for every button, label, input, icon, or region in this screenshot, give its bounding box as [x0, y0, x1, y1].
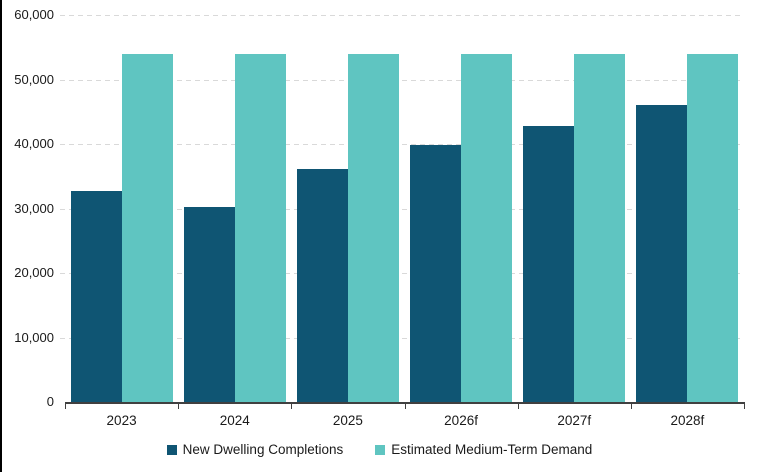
x-tick-label-2024: 2024 — [219, 413, 250, 428]
bar-2028f-series1 — [687, 53, 739, 402]
bar-2028f-series0 — [636, 105, 688, 402]
gridline-30000 — [60, 208, 744, 210]
legend-label: New Dwelling Completions — [182, 442, 344, 457]
y-tick-label: 0 — [46, 394, 54, 409]
axis-tick — [65, 404, 66, 409]
x-tick-label-2023: 2023 — [106, 413, 137, 428]
legend: New Dwelling Completions Estimated Medium… — [2, 442, 757, 457]
y-tick-label: 60,000 — [14, 7, 54, 22]
bar-2026f-series1 — [461, 53, 513, 402]
gridline-10000 — [60, 337, 744, 339]
bar-2023-series1 — [121, 53, 173, 402]
axis-tick — [291, 404, 293, 409]
y-tick-label: 40,000 — [14, 136, 54, 151]
axis-tick — [404, 404, 406, 409]
y-tick-label: 50,000 — [14, 71, 54, 87]
gridline-20000 — [60, 273, 744, 274]
axis-tick — [178, 404, 180, 409]
legend-item-series1: Estimated Medium-Term Demand — [375, 442, 592, 457]
axis-tick — [744, 404, 745, 409]
bar-2026f-series0 — [410, 145, 462, 402]
gridline-60000 — [60, 15, 744, 16]
gridline-50000 — [60, 79, 744, 81]
bar-2024-series1 — [234, 53, 286, 402]
y-tick-label: 20,000 — [14, 265, 54, 280]
bar-2027f-series1 — [574, 53, 626, 402]
bar-2027f-series0 — [523, 125, 575, 402]
axis-tick — [517, 404, 519, 409]
x-tick-label-2026f: 2026f — [444, 413, 478, 428]
y-tick-label: 30,000 — [14, 200, 54, 216]
legend-label: Estimated Medium-Term Demand — [391, 442, 593, 457]
legend-marker-icon — [375, 444, 386, 455]
legend-marker-icon — [166, 444, 177, 455]
y-tick-label: 10,000 — [14, 329, 54, 345]
bar-2024-series0 — [183, 206, 235, 402]
bar-2023-series0 — [70, 191, 122, 402]
x-tick-label-2028f: 2028f — [670, 413, 705, 428]
axis-tick — [630, 404, 632, 409]
x-axis-line — [65, 402, 745, 404]
gridline-40000 — [60, 144, 744, 145]
legend-item-series0: New Dwelling Completions — [166, 442, 344, 457]
bar-2025-series1 — [347, 53, 399, 402]
bar-2025-series0 — [296, 168, 348, 402]
x-tick-label-2025: 2025 — [332, 413, 363, 428]
x-tick-label-2027f: 2027f — [557, 413, 592, 428]
